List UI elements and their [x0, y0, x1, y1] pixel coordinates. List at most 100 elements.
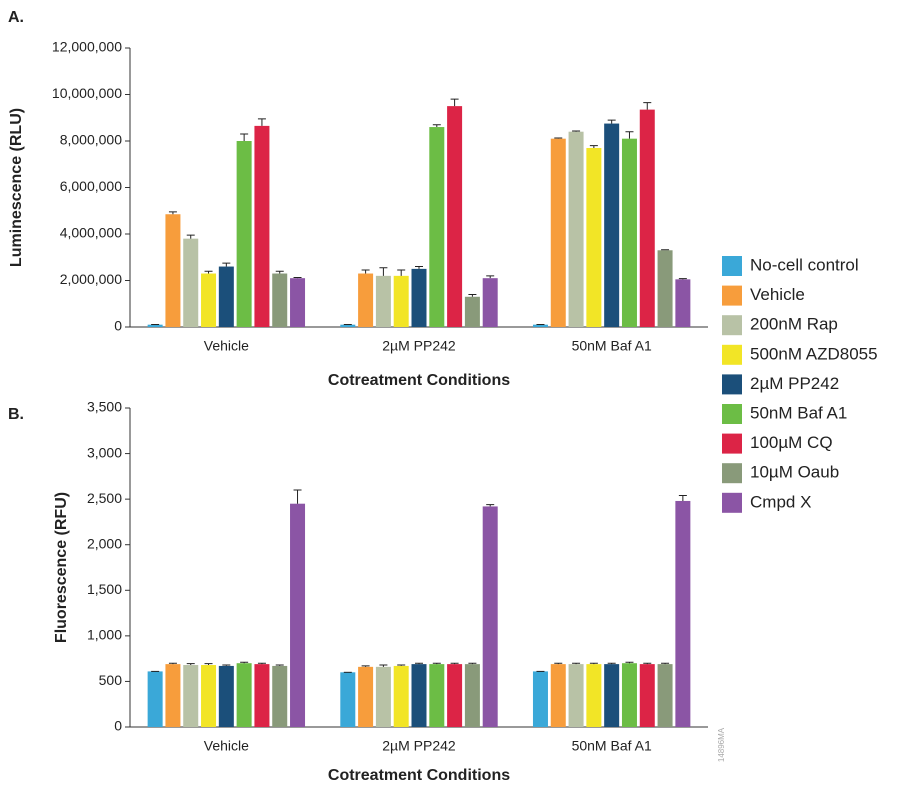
error-bar	[625, 661, 634, 664]
legend-swatch	[722, 492, 742, 513]
x-tick-label: Vehicle	[204, 338, 249, 354]
error-bar	[643, 662, 652, 665]
error-bar	[204, 663, 213, 666]
error-bar	[240, 661, 249, 664]
error-bar	[222, 262, 231, 267]
bar	[568, 131, 584, 327]
bar	[586, 147, 602, 327]
legend-swatch	[722, 285, 742, 306]
bar	[532, 671, 548, 727]
panel-label: B.	[8, 406, 24, 423]
bar	[550, 664, 566, 727]
y-tick-label: 12,000,000	[52, 39, 122, 55]
error-bar	[361, 665, 370, 667]
error-bar	[589, 662, 598, 665]
error-bar	[432, 124, 441, 128]
bar	[675, 500, 691, 727]
bar	[675, 279, 691, 327]
bar	[165, 664, 181, 727]
x-tick-label: 2µM PP242	[382, 338, 456, 354]
error-bar	[607, 662, 616, 665]
bar	[375, 666, 391, 727]
error-bar	[661, 662, 670, 665]
bar	[290, 278, 306, 327]
error-bar	[168, 211, 177, 215]
error-bar	[432, 662, 441, 665]
legend-swatch	[722, 433, 742, 454]
y-tick-label: 8,000,000	[60, 132, 122, 148]
legend-label: 100µM CQ	[750, 433, 833, 452]
legend-label: 500nM AZD8055	[750, 344, 878, 363]
legend-label: No-cell control	[750, 255, 859, 274]
error-bar	[168, 662, 177, 665]
error-bar	[257, 118, 266, 126]
bar	[236, 141, 252, 327]
legend-label: 2µM PP242	[750, 374, 839, 393]
y-tick-label: 0	[114, 318, 122, 334]
bar	[272, 665, 288, 727]
bar	[657, 664, 673, 727]
error-bar	[415, 662, 423, 665]
legend-swatch	[722, 463, 742, 484]
error-bar	[397, 269, 406, 276]
bar	[639, 109, 655, 327]
bar	[218, 665, 234, 727]
bar	[639, 664, 655, 727]
error-bar	[415, 266, 423, 269]
legend-label: 50nM Baf A1	[750, 403, 847, 422]
bar	[482, 278, 498, 327]
bar	[604, 123, 620, 327]
bar	[621, 663, 637, 727]
y-tick-label: 2,000	[87, 535, 122, 551]
bar	[586, 664, 602, 727]
y-tick-label: 6,000,000	[60, 178, 122, 194]
bar	[604, 664, 620, 727]
error-bar	[379, 267, 388, 276]
error-bar	[486, 504, 495, 507]
bar	[254, 664, 270, 727]
y-tick-label: 3,000	[87, 444, 122, 460]
bar	[393, 275, 409, 327]
y-axis-title: Luminescence (RLU)	[8, 108, 25, 267]
error-bar	[468, 293, 477, 297]
y-tick-label: 3,500	[87, 399, 122, 415]
bar	[393, 665, 409, 727]
bar	[621, 138, 637, 327]
bar	[464, 664, 480, 727]
bar	[254, 125, 270, 327]
error-bar	[222, 664, 231, 666]
bar	[218, 266, 234, 327]
bar	[411, 268, 427, 327]
error-bar	[450, 662, 459, 665]
bar	[290, 503, 306, 727]
error-bar	[643, 102, 652, 110]
error-bar	[572, 130, 581, 132]
y-tick-label: 0	[114, 718, 122, 734]
bar	[532, 324, 548, 327]
x-axis-title: Cotreatment Conditions	[328, 372, 510, 389]
error-bar	[379, 664, 388, 667]
bar	[272, 273, 288, 327]
y-tick-label: 4,000,000	[60, 225, 122, 241]
x-tick-label: 50nM Baf A1	[572, 738, 652, 754]
error-bar	[186, 234, 195, 239]
error-bar	[275, 270, 284, 274]
bar	[201, 273, 217, 327]
error-bar	[625, 131, 634, 139]
bar	[657, 250, 673, 327]
error-bar	[450, 98, 459, 107]
error-bar	[607, 119, 616, 124]
y-tick-label: 500	[99, 672, 123, 688]
bar	[375, 275, 391, 327]
error-bar	[275, 664, 284, 666]
bar	[165, 214, 181, 327]
bar	[183, 238, 199, 327]
error-bar	[361, 269, 370, 274]
legend-label: 200nM Rap	[750, 315, 838, 334]
legend-swatch	[722, 374, 742, 395]
x-tick-label: 50nM Baf A1	[572, 338, 652, 354]
legend-label: 10µM Oaub	[750, 463, 839, 482]
legend-label: Cmpd X	[750, 492, 811, 511]
watermark: 14896MA	[717, 727, 726, 762]
